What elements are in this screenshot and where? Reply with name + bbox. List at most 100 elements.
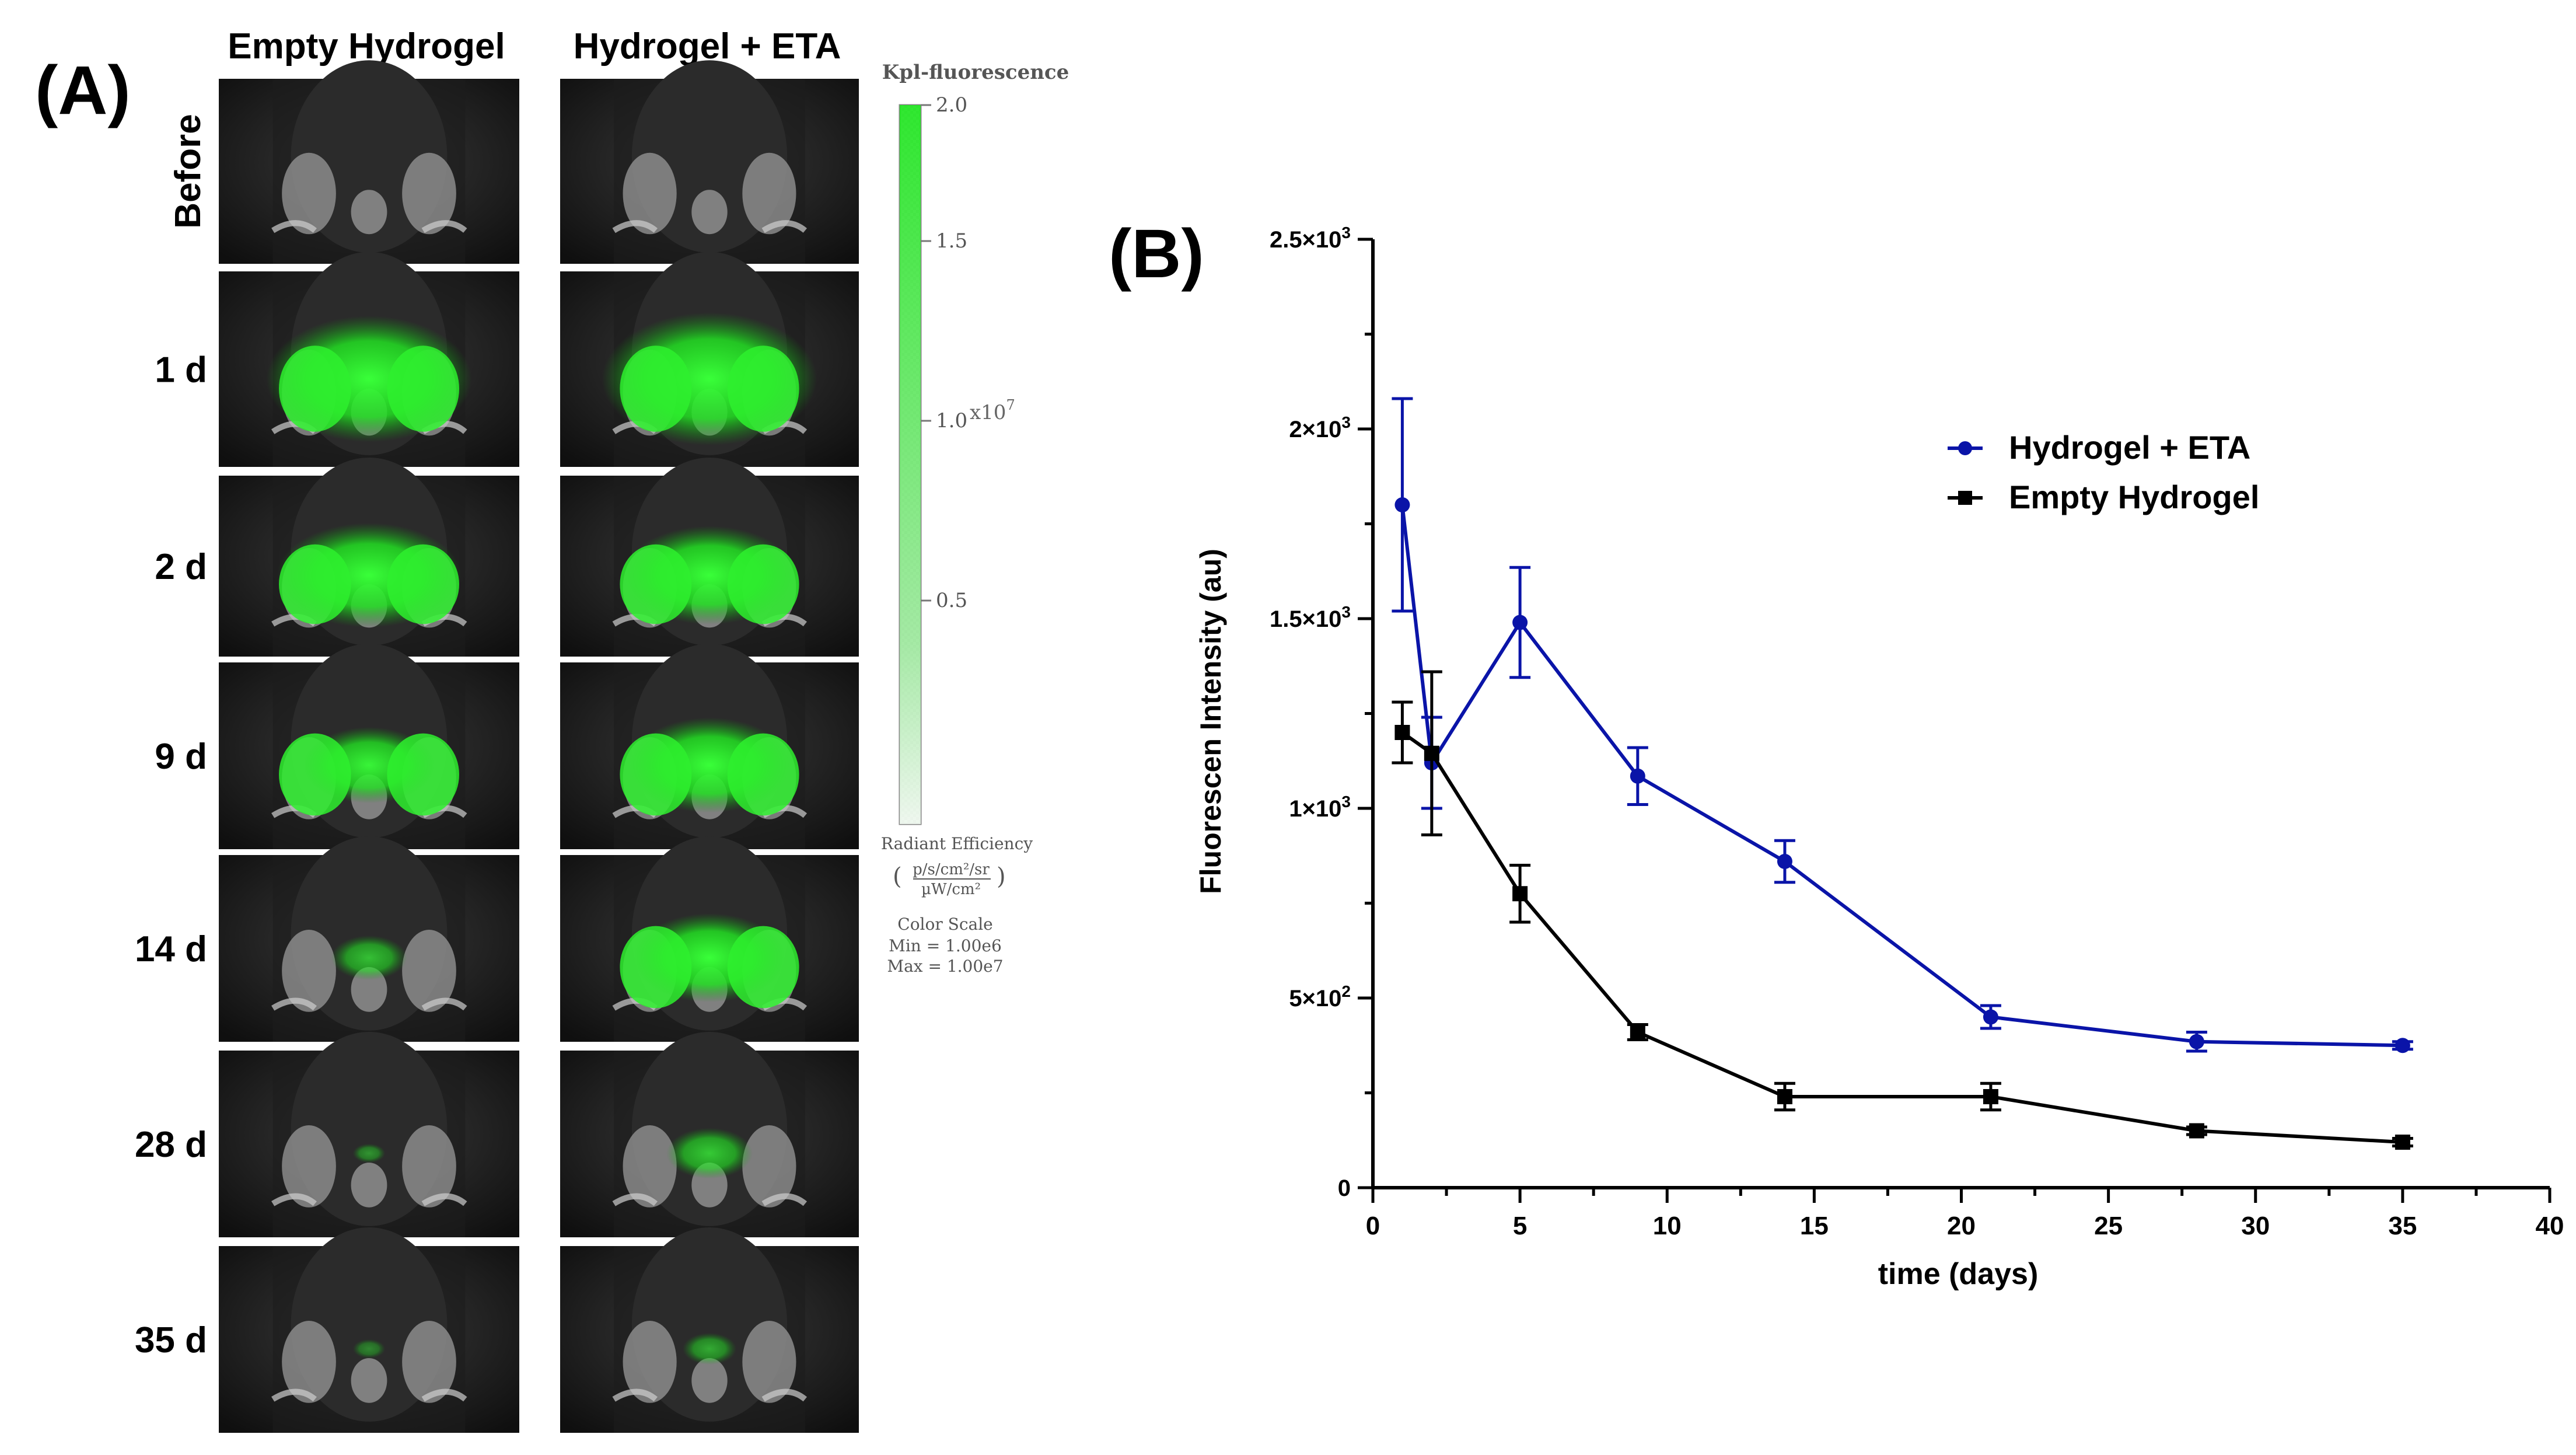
x-tick-label: 40 [2536, 1212, 2564, 1240]
data-point [1983, 1089, 1998, 1104]
fluorescence-left-limb [279, 346, 351, 432]
column-header-empty: Empty Hydrogel [228, 26, 505, 67]
data-point [2189, 1034, 2204, 1049]
legend-label: Hydrogel + ETA [2009, 429, 2250, 466]
fluorescence-left-limb [279, 733, 351, 816]
fluorescence-right-limb [387, 346, 459, 432]
colorbar-tick-label: 2.0 [936, 93, 967, 117]
fluorescence-right-limb [387, 733, 459, 816]
mouse-tail-base [351, 190, 387, 235]
y-tick-label: 5×102 [1289, 982, 1351, 1011]
mouse-right-paw [761, 1193, 808, 1206]
fluorescence-right-limb [387, 544, 459, 624]
fluorescence-left-limb [279, 544, 351, 624]
mouse-image-eta-6 [560, 1227, 859, 1433]
mouse-right-paw [421, 1388, 467, 1402]
legend-marker [1958, 441, 1972, 455]
chart-series [1392, 397, 2413, 1150]
row-labels: Before 1 d 2 d 9 d 14 d 28 d 35 d [135, 114, 208, 1360]
fluorescence-left-limb [620, 733, 692, 816]
colorbar-max-label: Max = 1.00e7 [887, 957, 1003, 976]
y-tick-label: 1.5×103 [1270, 603, 1351, 632]
mouse-left-paw [271, 997, 317, 1011]
mouse-image-empty-4 [219, 836, 519, 1042]
panel-b-label: (B) [1109, 215, 1204, 292]
mouse-right-leg [742, 152, 796, 235]
mouse-left-paw [612, 1193, 658, 1206]
row-label: 9 d [155, 737, 207, 777]
x-tick-label: 10 [1653, 1212, 1682, 1240]
mouse-image-empty-1 [219, 252, 519, 467]
panel-a: (A) Empty Hydrogel Hydrogel + ETA Before… [35, 26, 1069, 1433]
colorbar-min-label: Min = 1.00e6 [889, 936, 1002, 955]
mouse-right-leg [742, 1321, 796, 1403]
legend-label: Empty Hydrogel [2009, 479, 2259, 515]
x-tick-label: 30 [2241, 1212, 2270, 1240]
data-point [1512, 886, 1528, 902]
y-tick-label: 2.5×103 [1270, 224, 1351, 253]
colorbar-ticks: 2.0 1.5 1.0 0.5 [921, 93, 967, 612]
column-header-eta: Hydrogel + ETA [574, 26, 841, 67]
mouse-left-paw [612, 220, 658, 233]
mouse-tail-base [691, 1358, 728, 1403]
fluorescence-left-limb [620, 346, 692, 432]
mouse-tail-base [351, 1163, 387, 1208]
series-line [1400, 504, 2403, 1048]
mouse-image-empty-5 [219, 1032, 519, 1237]
data-point [2395, 1038, 2410, 1053]
panel-a-label: (A) [35, 52, 131, 129]
fluorescence-signal [331, 935, 407, 981]
row-label: 1 d [155, 350, 207, 390]
colorbar-multiplier: x107 [970, 397, 1015, 424]
x-tick-label: 35 [2388, 1212, 2417, 1240]
x-axis-label: time (days) [1878, 1257, 2039, 1291]
colorbar-tick-label: 0.5 [936, 589, 967, 612]
data-point [1512, 615, 1528, 630]
data-point [1777, 854, 1792, 869]
legend-marker [1958, 491, 1972, 505]
mouse-left-leg [623, 1321, 677, 1403]
data-point [1630, 1024, 1645, 1040]
x-tick-label: 15 [1800, 1212, 1829, 1240]
colorbar-unit-den: µW/cm² [921, 881, 981, 898]
mouse-tail-base [351, 1358, 387, 1403]
row-label: 2 d [155, 547, 207, 587]
mouse-tail-base [691, 190, 728, 235]
colorbar-paren-left: ( [893, 863, 902, 890]
row-label: 28 d [135, 1125, 207, 1165]
mouse-left-leg [282, 930, 336, 1012]
mouse-right-paw [421, 997, 467, 1011]
colorbar: Kpl-fluorescence 2.0 1.5 1.0 0.5 x107 Radia… [881, 61, 1069, 976]
mouse-right-paw [421, 220, 467, 233]
image-grid [219, 60, 859, 1433]
data-point [1777, 1089, 1792, 1104]
data-point [1394, 725, 1410, 740]
series-empty-hydrogel [1392, 670, 2413, 1150]
data-point [1394, 497, 1410, 512]
colorbar-unit-num: p/s/cm²/sr [913, 861, 990, 878]
mouse-right-leg [402, 1125, 456, 1208]
mouse-left-leg [282, 152, 336, 235]
y-tick-label: 0 [1338, 1175, 1351, 1201]
series-line [1401, 731, 2403, 1144]
y-tick-label: 1×103 [1289, 793, 1351, 822]
x-tick-label: 5 [1513, 1212, 1527, 1240]
fluorescence-right-limb [727, 544, 799, 624]
data-point [1983, 1009, 1998, 1025]
fluorescence-left-limb [620, 544, 692, 624]
colorbar-title: Kpl-fluorescence [882, 61, 1069, 84]
mouse-left-leg [282, 1125, 336, 1208]
mouse-right-leg [742, 1125, 796, 1208]
x-tick-label: 0 [1366, 1212, 1380, 1240]
data-point [1630, 768, 1645, 784]
series-hydrogel-eta [1392, 397, 2413, 1053]
x-tick-label: 20 [1947, 1212, 1976, 1240]
y-axis-label: Fluorescen Intensity (au) [1194, 549, 1227, 894]
colorbar-gradient [900, 105, 921, 824]
mouse-image-empty-2 [219, 458, 519, 657]
x-tick-label: 25 [2094, 1212, 2123, 1240]
data-point [2189, 1123, 2204, 1139]
fluorescence-signal [352, 1339, 386, 1359]
mouse-image-eta-2 [560, 458, 859, 657]
mouse-image-eta-4 [560, 836, 859, 1042]
